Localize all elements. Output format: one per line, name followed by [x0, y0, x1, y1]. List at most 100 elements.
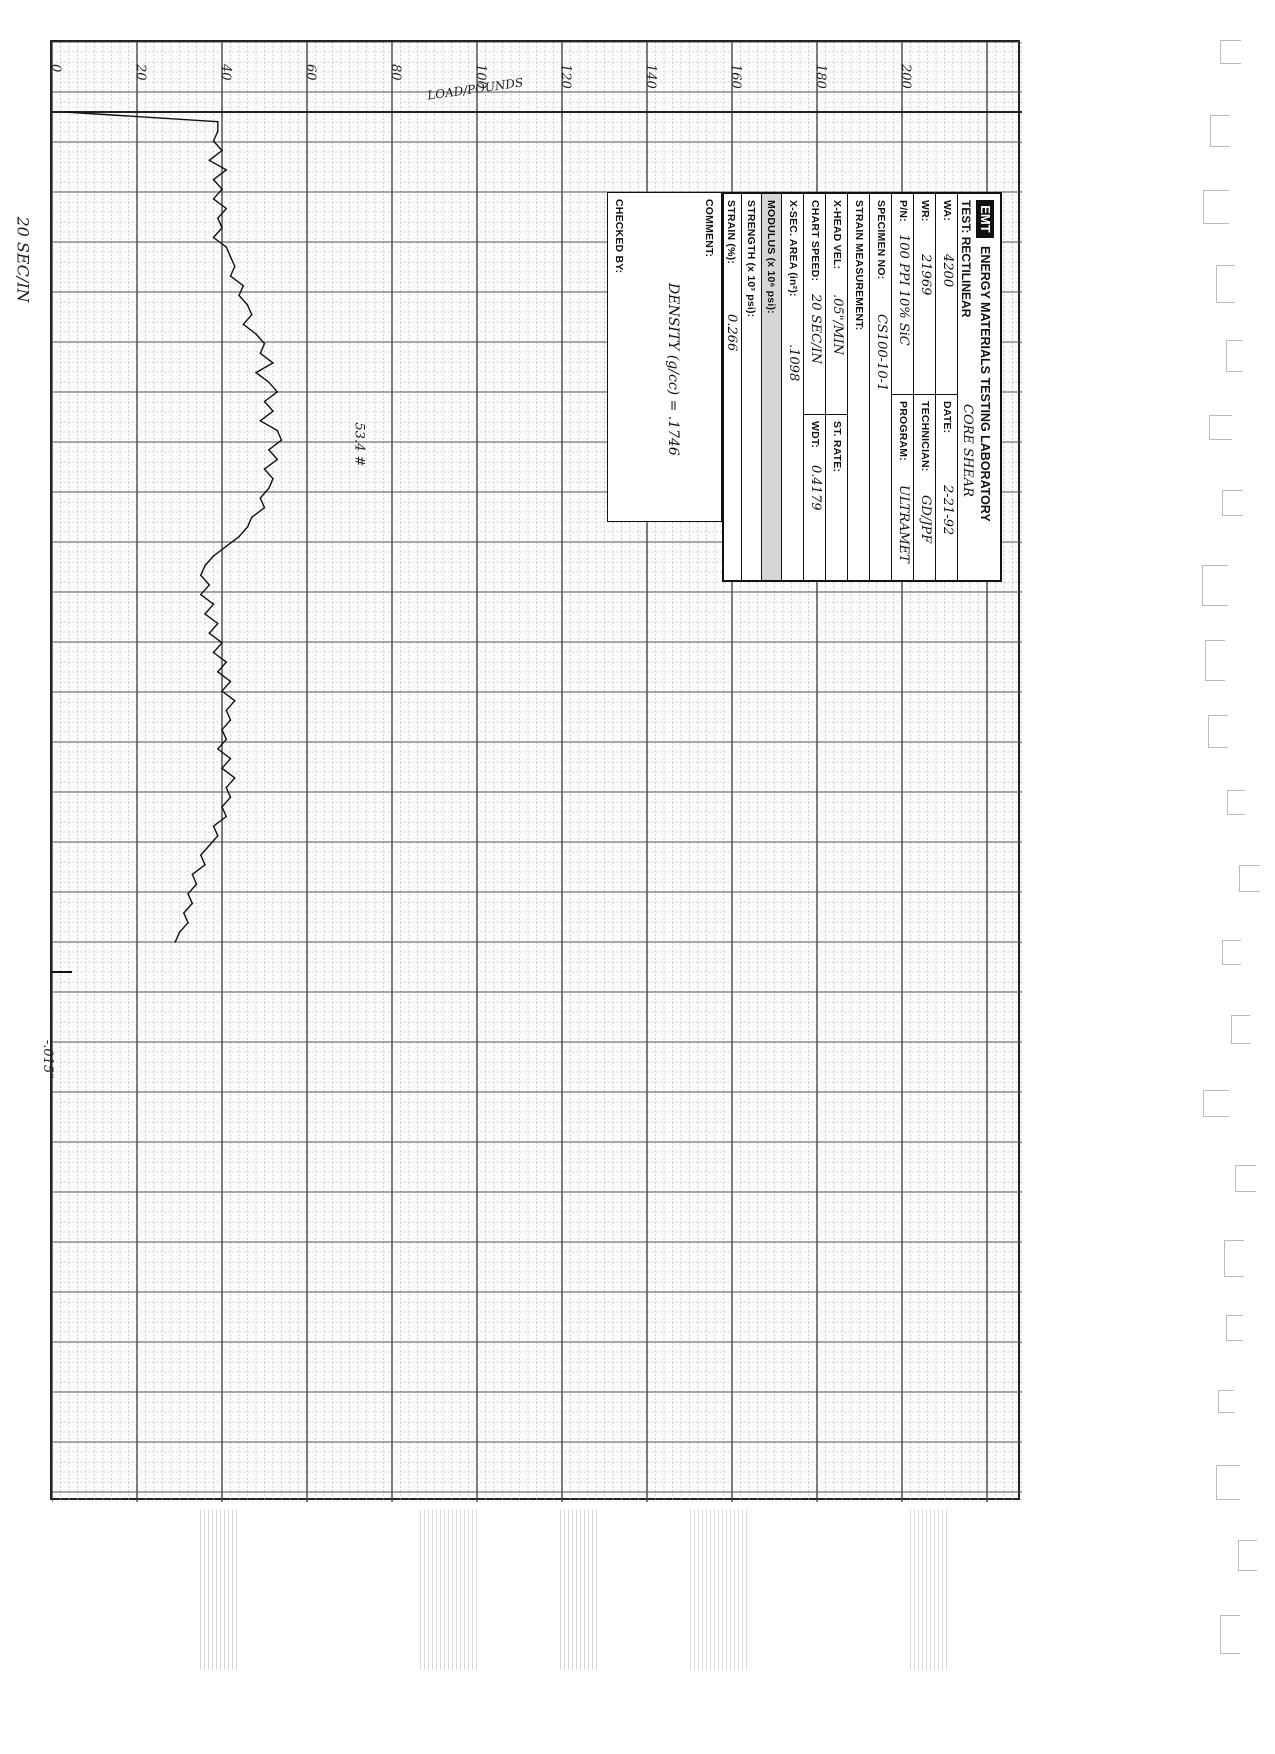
trace-point: [217, 835, 219, 837]
scan-mark: [1207, 715, 1228, 748]
trace-point: [229, 256, 232, 258]
trace-point: [174, 941, 176, 943]
trace-point: [272, 362, 274, 364]
trace-point: [268, 381, 270, 384]
trace-point: [178, 931, 181, 934]
trace-point: [64, 111, 66, 113]
scan-mark: [1226, 340, 1243, 372]
trace-point: [212, 236, 215, 239]
trace-point: [191, 873, 194, 876]
trace-point: [221, 227, 223, 229]
load-tick-label: 200: [898, 63, 913, 89]
trace-point: [225, 709, 228, 712]
scan-mark: [1219, 1615, 1241, 1654]
load-tick-label: 180: [813, 64, 828, 89]
trace-point: [187, 892, 189, 895]
grid: [52, 42, 1022, 1502]
comment-label: COMMENT:: [703, 199, 715, 258]
trace-point: [200, 574, 202, 577]
trace-point: [259, 420, 262, 422]
trace-point: [221, 149, 223, 152]
trace-point: [221, 188, 223, 190]
trace-point: [242, 284, 245, 287]
trace-point: [229, 680, 232, 683]
trace-point: [276, 429, 279, 432]
trace-point: [255, 371, 257, 374]
trace-point: [208, 584, 211, 586]
trace-point: [255, 333, 257, 335]
trace-point: [217, 120, 219, 123]
trace-point: [200, 593, 202, 596]
load-tick-label: 120: [558, 64, 573, 89]
scan-mark: [1226, 790, 1246, 816]
trace-point: [229, 757, 232, 760]
trace-point: [183, 912, 185, 914]
peak-annotation: 53.4 #: [351, 422, 367, 467]
checked-by-label: CHECKED BY:: [613, 199, 625, 274]
trace-point: [263, 400, 266, 403]
comment-area-wrapper: COMMENT: DENSITY (g/cc) = .1746 CHECKED …: [607, 192, 722, 522]
trace-point: [200, 854, 202, 856]
scan-mark: [1216, 265, 1235, 303]
trace-point: [238, 535, 240, 538]
scan-mark: [1224, 1240, 1244, 1278]
trace-point: [246, 526, 249, 528]
trace-point: [217, 671, 219, 673]
trace-point: [246, 304, 249, 306]
trace-point: [280, 439, 283, 441]
scan-mark: [1204, 640, 1226, 682]
trace-point: [242, 323, 245, 326]
scan-smudge: [560, 1510, 600, 1670]
trace-point: [221, 806, 223, 808]
trace-point: [229, 719, 232, 721]
trace-point: [259, 352, 262, 355]
trace-point: [217, 130, 219, 133]
load-tick-label: 160: [728, 64, 743, 89]
trace-point: [187, 921, 189, 924]
scan-mark: [1209, 115, 1231, 148]
trace-point: [234, 777, 236, 779]
trace-point: [212, 140, 215, 142]
trace-point: [191, 902, 194, 905]
scan-mark: [1238, 1540, 1258, 1571]
trace-point: [225, 246, 228, 248]
scan-mark: [1235, 1165, 1256, 1192]
load-tick-label: 0: [52, 64, 63, 72]
trace-point: [263, 506, 266, 509]
scan-mark: [1216, 1465, 1240, 1500]
trace-point: [229, 796, 232, 798]
trace-point: [234, 265, 236, 268]
trace-point: [221, 728, 223, 731]
trace-point: [276, 391, 279, 393]
trace-point: [212, 651, 215, 654]
trace-point: [204, 564, 206, 567]
trace-point: [221, 642, 223, 644]
trace-point: [251, 516, 253, 519]
trace-point: [268, 487, 270, 490]
trace-point: [276, 458, 279, 461]
comment-value: DENSITY (g/cc) = .1746: [665, 283, 681, 456]
scan-mark: [1218, 1390, 1235, 1413]
trace-point: [217, 217, 219, 219]
load-tick-label: 80: [388, 64, 403, 81]
load-trace-line: [64, 111, 283, 943]
scan-mark: [1226, 1315, 1243, 1342]
scan-mark: [1202, 565, 1229, 607]
chart-plot: 0 20 40 60 80 100 120 140 160 180 200: [52, 42, 1022, 1502]
load-tick-label: 40: [218, 63, 233, 81]
trace-point: [263, 468, 266, 470]
trace-point: [251, 313, 253, 316]
scan-smudge: [420, 1510, 480, 1670]
trace-point: [225, 207, 228, 210]
trace-point: [217, 622, 219, 625]
trace-point: [208, 159, 211, 162]
trace-point: [208, 632, 211, 634]
trace-point: [272, 410, 274, 413]
trace-point: [217, 748, 219, 750]
load-tick-label: 100: [473, 64, 488, 89]
trace-point: [268, 449, 270, 451]
comment-area: COMMENT: DENSITY (g/cc) = .1746 CHECKED …: [607, 192, 722, 522]
trace-point: [221, 767, 223, 770]
chart-paper: 020406080100120140160180200 LOAD/POUNDS …: [40, 40, 1022, 1502]
load-tick-label: 20: [133, 63, 148, 81]
